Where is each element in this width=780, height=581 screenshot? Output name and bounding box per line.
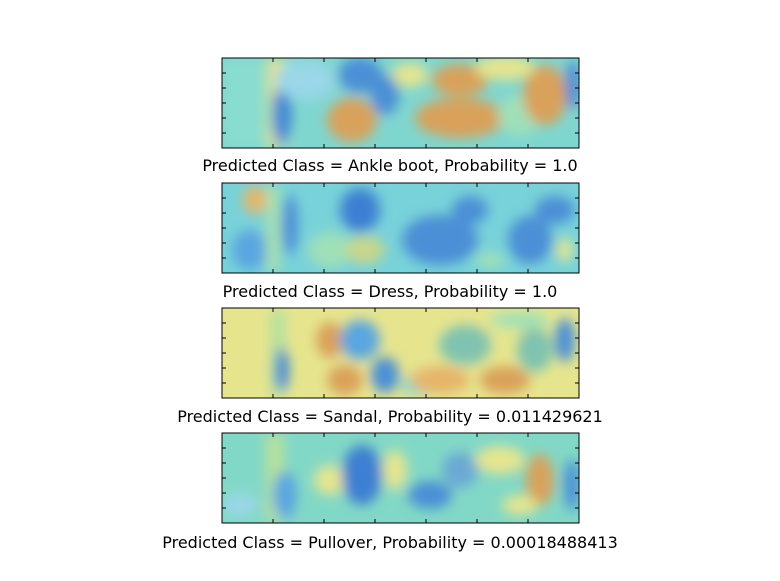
heatmap-3-blobs	[270, 310, 575, 396]
heatmap-panel-4	[221, 432, 580, 524]
panel-4-title: Predicted Class = Pullover, Probability …	[162, 533, 618, 552]
axis-ticks	[221, 57, 580, 524]
heatmap-1-blobs	[222, 58, 579, 148]
panel-2-title: Predicted Class = Dress, Probability = 1…	[222, 282, 558, 301]
panel-3-title: Predicted Class = Sandal, Probability = …	[177, 407, 603, 426]
heatmap-2-blobs	[232, 185, 575, 271]
heatmap-panel-3	[221, 307, 580, 399]
heatmap-4-blobs	[222, 435, 579, 521]
heatmap-panel-2	[221, 182, 580, 274]
heatmap-panel-1	[221, 57, 580, 149]
panel-1-title: Predicted Class = Ankle boot, Probabilit…	[202, 156, 578, 175]
